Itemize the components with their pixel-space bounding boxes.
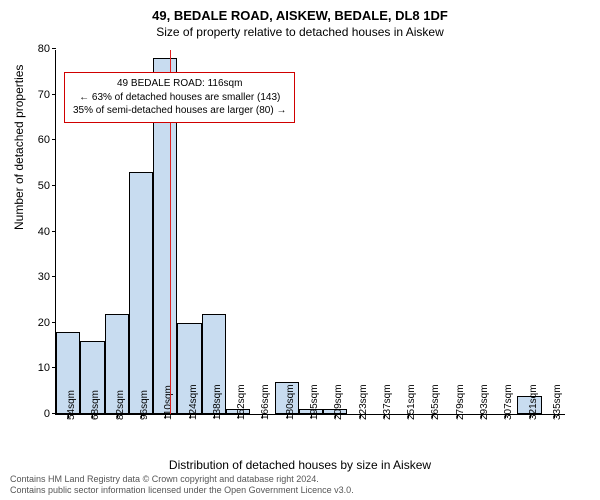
y-tick-label: 10 — [38, 362, 56, 374]
y-tick-mark — [52, 48, 56, 49]
attribution-line-2: Contains public sector information licen… — [10, 485, 354, 496]
x-axis-label: Distribution of detached houses by size … — [0, 458, 600, 472]
x-tick-mark — [408, 414, 409, 418]
x-tick-mark — [262, 414, 263, 418]
x-tick-mark — [554, 414, 555, 418]
y-tick-mark — [52, 94, 56, 95]
x-tick-mark — [360, 414, 361, 418]
x-tick-mark — [384, 414, 385, 418]
x-tick-mark — [530, 414, 531, 418]
plot-area: 0102030405060708054sqm68sqm82sqm96sqm110… — [55, 50, 565, 415]
y-tick-label: 0 — [44, 408, 56, 420]
x-tick-mark — [457, 414, 458, 418]
x-tick-mark — [92, 414, 93, 418]
histogram-bar — [129, 172, 153, 414]
y-axis-label: Number of detached properties — [12, 65, 26, 230]
x-tick-mark — [311, 414, 312, 418]
y-tick-label: 30 — [38, 271, 56, 283]
y-tick-label: 60 — [38, 134, 56, 146]
y-tick-mark — [52, 322, 56, 323]
y-tick-label: 50 — [38, 180, 56, 192]
annotation-line-3: 35% of semi-detached houses are larger (… — [73, 104, 286, 118]
x-tick-mark — [214, 414, 215, 418]
y-tick-mark — [52, 185, 56, 186]
x-tick-mark — [481, 414, 482, 418]
attribution-line-1: Contains HM Land Registry data © Crown c… — [10, 474, 354, 485]
x-tick-mark — [68, 414, 69, 418]
annotation-line-2: ← 63% of detached houses are smaller (14… — [73, 91, 286, 105]
y-tick-label: 70 — [38, 89, 56, 101]
x-tick-mark — [190, 414, 191, 418]
x-tick-mark — [141, 414, 142, 418]
chart-area: 0102030405060708054sqm68sqm82sqm96sqm110… — [55, 50, 565, 415]
chart-title-main: 49, BEDALE ROAD, AISKEW, BEDALE, DL8 1DF — [0, 8, 600, 23]
annotation-line-1: 49 BEDALE ROAD: 116sqm — [73, 77, 286, 91]
y-tick-mark — [52, 231, 56, 232]
y-tick-label: 20 — [38, 317, 56, 329]
y-tick-label: 80 — [38, 43, 56, 55]
x-tick-mark — [165, 414, 166, 418]
x-tick-mark — [505, 414, 506, 418]
attribution-text: Contains HM Land Registry data © Crown c… — [10, 474, 354, 497]
y-tick-label: 40 — [38, 226, 56, 238]
x-tick-mark — [287, 414, 288, 418]
x-tick-mark — [238, 414, 239, 418]
chart-title-sub: Size of property relative to detached ho… — [0, 25, 600, 39]
x-tick-mark — [335, 414, 336, 418]
y-tick-mark — [52, 276, 56, 277]
x-tick-mark — [432, 414, 433, 418]
x-tick-mark — [117, 414, 118, 418]
annotation-box: 49 BEDALE ROAD: 116sqm← 63% of detached … — [64, 72, 295, 123]
y-tick-mark — [52, 139, 56, 140]
